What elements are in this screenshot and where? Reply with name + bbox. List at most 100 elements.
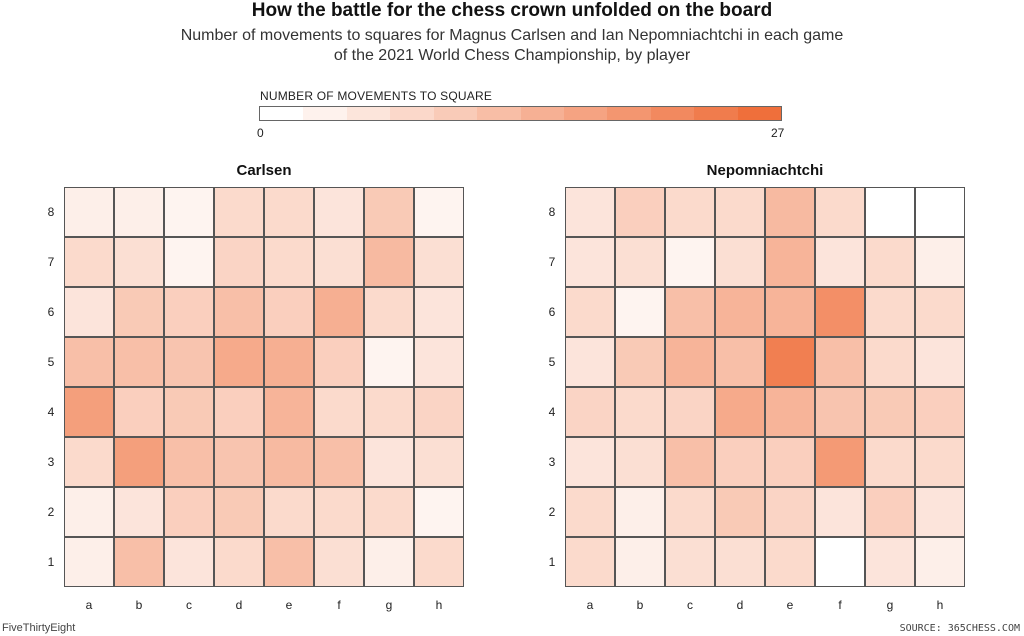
board-square <box>815 337 865 387</box>
board-square <box>665 337 715 387</box>
board-square <box>665 287 715 337</box>
board-square <box>214 537 264 587</box>
board-square <box>314 487 364 537</box>
rank-label: 2 <box>47 505 55 519</box>
board-square <box>214 387 264 437</box>
board-square <box>665 187 715 237</box>
board-square <box>164 287 214 337</box>
board-square <box>865 437 915 487</box>
board-square <box>264 237 314 287</box>
board-square <box>214 437 264 487</box>
board-square <box>164 537 214 587</box>
board-square <box>615 337 665 387</box>
board-square <box>715 537 765 587</box>
board-square <box>765 337 815 387</box>
board-square <box>815 387 865 437</box>
board-square <box>114 237 164 287</box>
board-square <box>865 387 915 437</box>
legend-segment <box>520 107 564 120</box>
board-square <box>565 387 615 437</box>
board-square <box>264 437 314 487</box>
file-label: b <box>636 598 644 612</box>
board-square <box>64 387 114 437</box>
board-square <box>114 287 164 337</box>
file-label: d <box>235 598 243 612</box>
rank-label: 8 <box>47 205 55 219</box>
panel-title-carlsen: Carlsen <box>236 162 292 179</box>
board-square <box>64 287 114 337</box>
file-label: a <box>586 598 594 612</box>
legend-max-label: 27 <box>771 126 785 140</box>
board-square <box>364 187 414 237</box>
board-square <box>264 387 314 437</box>
board-square <box>815 287 865 337</box>
rank-label: 4 <box>47 405 55 419</box>
legend-segment <box>346 107 391 120</box>
board-square <box>164 487 214 537</box>
legend-segment <box>260 107 304 120</box>
legend-segment <box>650 107 695 120</box>
legend-segment <box>433 107 478 120</box>
board-square <box>164 187 214 237</box>
legend-segment <box>303 107 347 120</box>
file-label: c <box>186 598 192 612</box>
file-label: e <box>285 598 293 612</box>
footer-brand: FiveThirtyEight <box>2 622 76 634</box>
board-square <box>915 337 965 387</box>
file-label: g <box>385 598 393 612</box>
board-square <box>565 187 615 237</box>
legend-segment <box>694 107 738 120</box>
board-square <box>615 437 665 487</box>
file-label: h <box>936 598 944 612</box>
rank-label: 6 <box>548 305 556 319</box>
rank-label: 2 <box>548 505 556 519</box>
board-square <box>765 237 815 287</box>
board-square <box>715 487 765 537</box>
board-square <box>264 187 314 237</box>
board-square <box>815 187 865 237</box>
board-square <box>214 187 264 237</box>
board-square <box>615 187 665 237</box>
board-square <box>364 437 414 487</box>
rank-label: 7 <box>47 255 55 269</box>
board-square <box>915 437 965 487</box>
board-square <box>414 487 464 537</box>
legend-segment <box>390 107 434 120</box>
board-square <box>865 287 915 337</box>
file-label: d <box>736 598 744 612</box>
board-square <box>314 387 364 437</box>
board-square <box>915 187 965 237</box>
board-square <box>815 537 865 587</box>
board-square <box>314 337 364 387</box>
board-square <box>364 337 414 387</box>
board-square <box>715 187 765 237</box>
board-square <box>114 337 164 387</box>
legend-segment <box>477 107 521 120</box>
board-square <box>214 237 264 287</box>
board-square <box>915 537 965 587</box>
board-outline <box>64 187 464 587</box>
board-square <box>164 237 214 287</box>
board-square <box>715 237 765 287</box>
footer-source: SOURCE: 365CHESS.COM <box>899 623 1020 634</box>
legend-min-label: 0 <box>257 126 264 140</box>
board-square <box>915 387 965 437</box>
file-label: f <box>838 598 842 612</box>
board-square <box>865 487 915 537</box>
board-square <box>264 337 314 387</box>
board-square <box>715 337 765 387</box>
file-label: f <box>337 598 341 612</box>
chart-subtitle: Number of movements to squares for Magnu… <box>112 26 912 66</box>
board-square <box>414 437 464 487</box>
board-square <box>214 487 264 537</box>
rank-label: 4 <box>548 405 556 419</box>
legend-segment <box>737 107 782 120</box>
board-square <box>214 337 264 387</box>
board-square <box>364 387 414 437</box>
board-square <box>164 337 214 387</box>
file-label: h <box>435 598 443 612</box>
board-square <box>314 437 364 487</box>
subtitle-line-2: of the 2021 World Chess Championship, by… <box>333 47 691 64</box>
board-square <box>615 237 665 287</box>
rank-label: 3 <box>47 455 55 469</box>
